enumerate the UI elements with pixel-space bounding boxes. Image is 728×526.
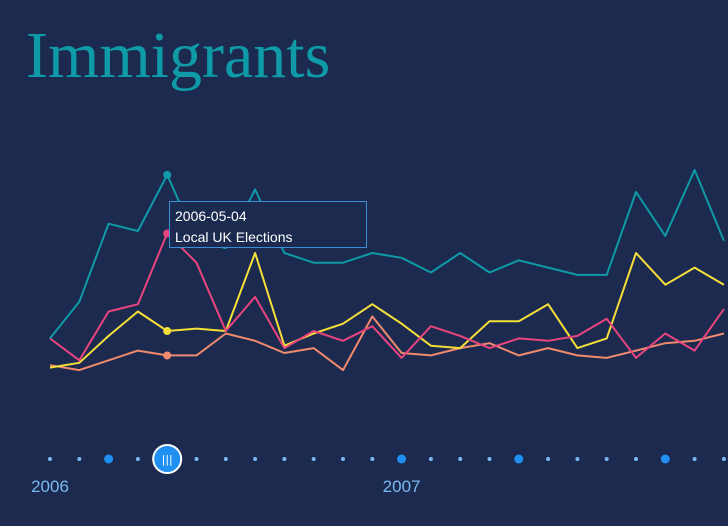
timeline-event-dot[interactable] (660, 454, 670, 464)
tooltip-event: Local UK Elections (175, 229, 293, 245)
timeline-event-dot[interactable] (514, 454, 524, 464)
timeline-dot[interactable] (135, 457, 140, 461)
timeline-dot[interactable] (458, 457, 463, 461)
series-line-0 (49, 169, 725, 340)
timeline-dot[interactable] (575, 457, 580, 461)
timeline-dot[interactable] (253, 457, 258, 461)
timeline-dot[interactable] (604, 457, 609, 461)
timeline-handle-knob[interactable] (152, 444, 183, 474)
timeline-event-dot[interactable] (104, 454, 114, 464)
timeline-dot[interactable] (546, 457, 551, 461)
timeline-dot[interactable] (311, 457, 316, 461)
tooltip-date: 2006-05-04 (175, 208, 247, 224)
highlight-markers (163, 170, 172, 360)
timeline-dot[interactable] (223, 457, 228, 461)
highlight-point-0 (163, 170, 172, 179)
series-lines (49, 169, 725, 372)
timeline-handle[interactable]: ||| (152, 444, 183, 474)
timeline-dot[interactable] (692, 457, 697, 461)
timeline-dot[interactable] (48, 457, 52, 461)
timeline-handle-grip-icon: ||| (162, 453, 173, 466)
timeline-dot[interactable] (428, 457, 433, 461)
timeline-dot[interactable] (341, 457, 345, 461)
timeline-dot[interactable] (487, 457, 492, 461)
timeline-dot[interactable] (194, 457, 199, 461)
timeline-year-label: 2006 (31, 477, 69, 496)
series-line-1 (49, 232, 725, 362)
timeline-event-dot[interactable] (397, 454, 407, 464)
timeline-year-label: 2007 (383, 477, 421, 496)
timeline-dot[interactable] (721, 457, 726, 461)
timeline-labels: 2006 2007 (31, 477, 420, 496)
timeline-dot[interactable] (634, 457, 638, 461)
highlight-point-2 (163, 327, 172, 336)
highlight-point-3 (163, 351, 172, 360)
page-title: Immigrants (26, 19, 331, 92)
event-tooltip: 2006-05-04 Local UK Elections (169, 201, 367, 248)
series-line-3 (49, 315, 725, 372)
timeline-slider[interactable]: ||| (48, 444, 726, 474)
timeline-dot[interactable] (282, 457, 287, 461)
timeline-dot[interactable] (370, 457, 375, 461)
timeline-dot[interactable] (77, 457, 82, 461)
